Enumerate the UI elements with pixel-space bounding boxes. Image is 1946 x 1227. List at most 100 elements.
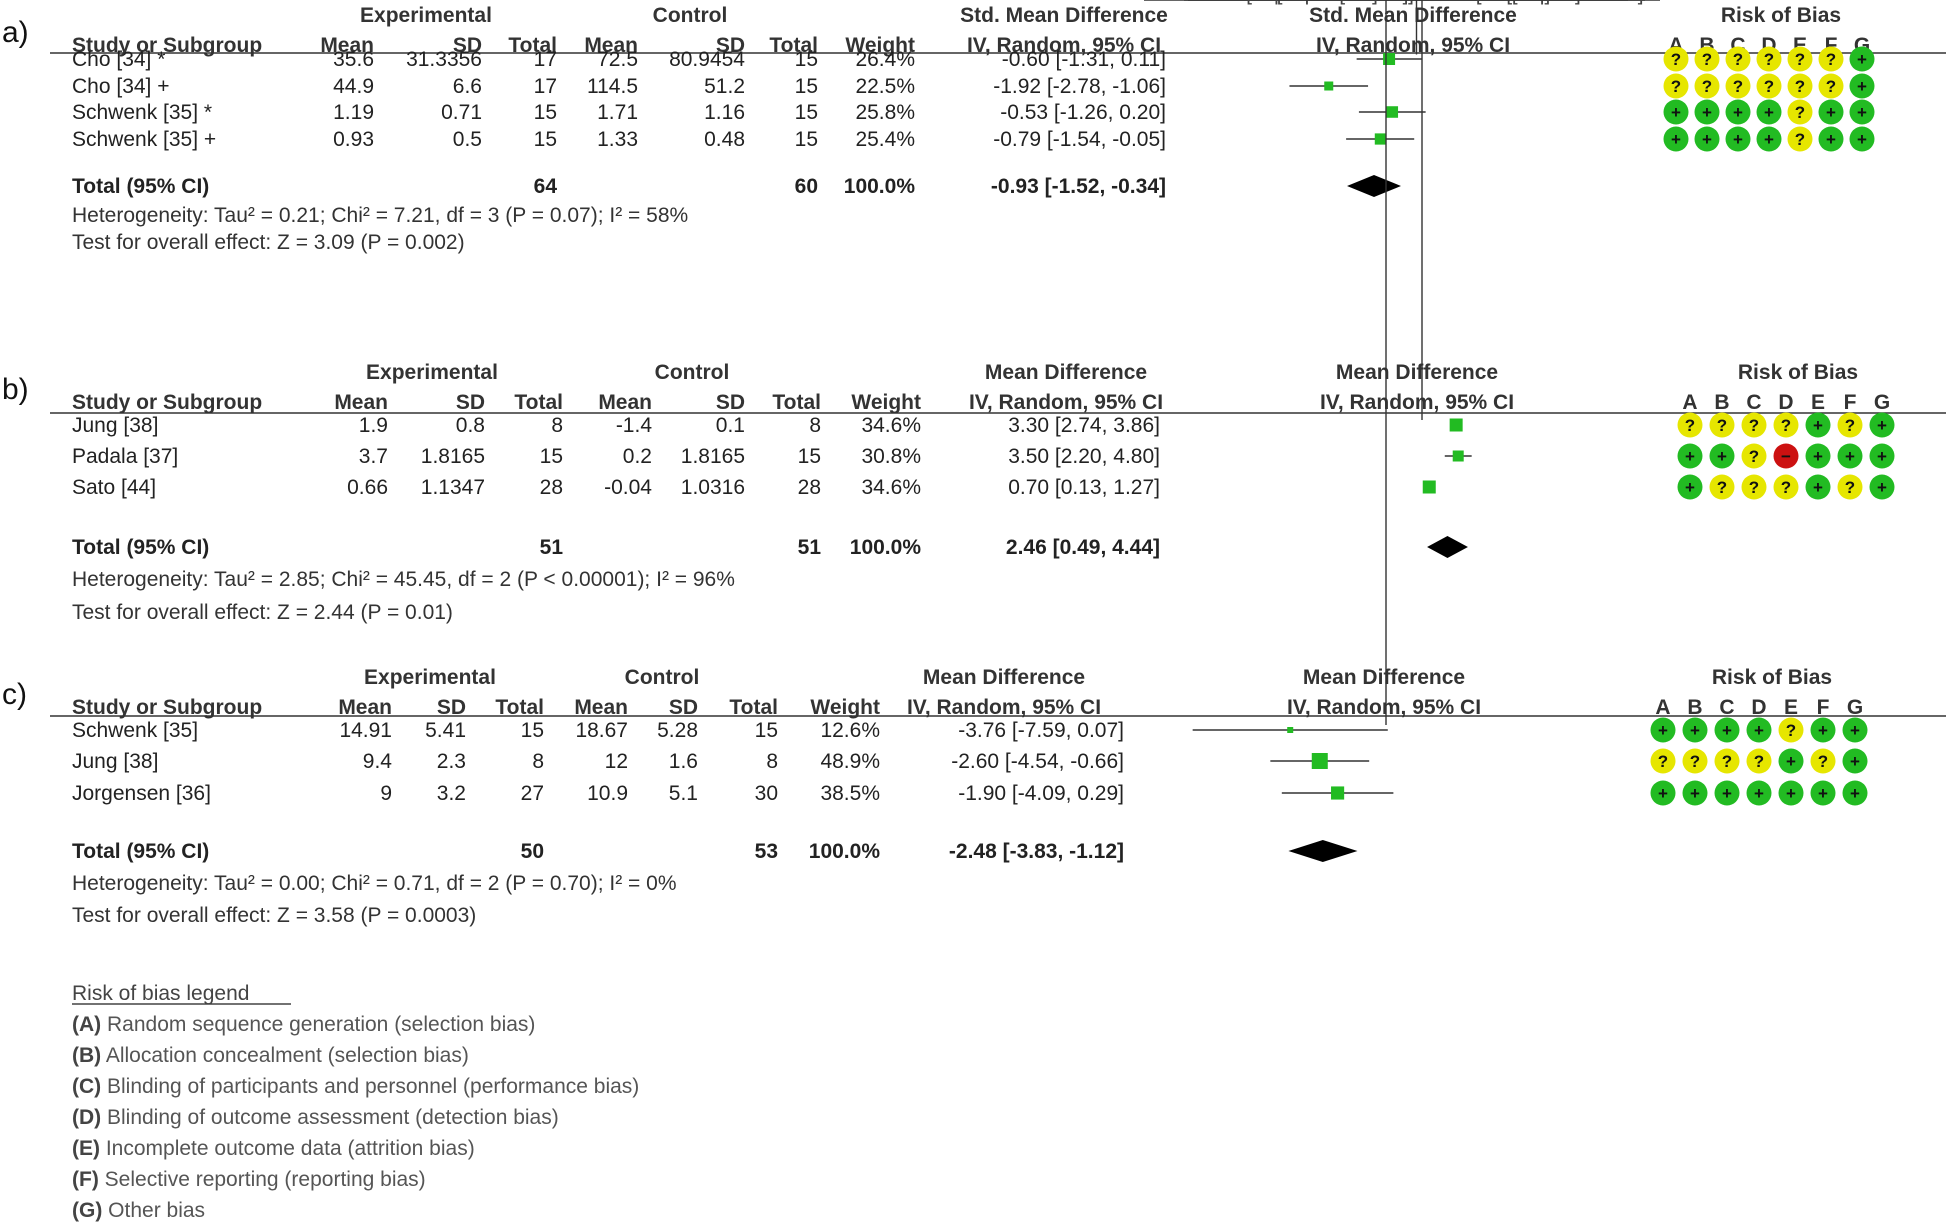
effect-header: Std. Mean Difference — [960, 4, 1168, 27]
risk-of-bias-symbol: + — [1850, 784, 1860, 803]
exp-sd-value: 1.1347 — [421, 476, 485, 499]
risk-of-bias-symbol: + — [1857, 103, 1867, 122]
risk-of-bias-symbol: ? — [1702, 77, 1712, 96]
x-tick-label: -4 — [1275, 0, 1294, 5]
ctl-sd-value: 5.28 — [657, 719, 698, 742]
risk-of-bias-symbol: ? — [1717, 478, 1727, 497]
risk-of-bias-symbol: + — [1717, 447, 1727, 466]
risk-of-bias-symbol: + — [1857, 77, 1867, 96]
risk-of-bias-circle — [1677, 412, 1703, 438]
ctl-total-value: 15 — [795, 101, 818, 124]
risk-of-bias-circle — [1818, 99, 1844, 125]
weight-value: 26.4% — [855, 48, 915, 71]
risk-of-bias-circle — [1842, 780, 1868, 806]
risk-of-bias-circle — [1805, 443, 1831, 469]
weight-header: Weight — [851, 391, 921, 414]
overall-effect-text: Test for overall effect: Z = 2.44 (P = 0… — [72, 601, 453, 624]
weight-value: 48.9% — [820, 750, 880, 773]
risk-of-bias-circle — [1818, 73, 1844, 99]
x-tick-label: 2 — [1431, 0, 1443, 5]
risk-of-bias-circle — [1709, 474, 1735, 500]
risk-of-bias-symbol: + — [1857, 130, 1867, 149]
risk-of-bias-circle — [1682, 780, 1708, 806]
risk-of-bias-circle — [1805, 474, 1831, 500]
exp-total-header: Total — [495, 696, 544, 719]
risk-of-bias-circle — [1694, 73, 1720, 99]
exp-sd-header: SD — [456, 391, 485, 414]
risk-of-bias-circle — [1869, 474, 1895, 500]
total-exp-value: 50 — [521, 840, 544, 863]
risk-of-bias-circle — [1650, 717, 1676, 743]
total-ci-value: -0.93 [-1.52, -0.34] — [991, 175, 1166, 198]
risk-of-bias-circle — [1663, 73, 1689, 99]
risk-of-bias-circle — [1709, 412, 1735, 438]
legend-item: (F) Selective reporting (reporting bias) — [72, 1168, 426, 1191]
heterogeneity-text: Heterogeneity: Tau² = 0.21; Chi² = 7.21,… — [72, 204, 688, 227]
ci-value: 3.30 [2.74, 3.86] — [1008, 414, 1160, 437]
risk-of-bias-circle — [1746, 748, 1772, 774]
risk-of-bias-circle — [1778, 780, 1804, 806]
study-name: Cho [34] * — [72, 48, 165, 71]
ctl-sd-value: 1.6 — [669, 750, 698, 773]
weight-value: 25.4% — [855, 128, 915, 151]
risk-of-bias-circle — [1810, 748, 1836, 774]
exp-sd-value: 0.71 — [441, 101, 482, 124]
control-header: Control — [625, 666, 700, 689]
plot-header: Std. Mean Difference — [1309, 4, 1517, 27]
risk-of-bias-circle — [1787, 99, 1813, 125]
exp-sd-value: 6.6 — [453, 75, 482, 98]
risk-of-bias-symbol: ? — [1749, 447, 1759, 466]
x-tick-label: -2 — [1316, 0, 1335, 5]
exp-mean-value: 35.6 — [333, 48, 374, 71]
exp-sd-value: 5.41 — [425, 719, 466, 742]
plot-subheader: IV, Random, 95% CI — [1287, 696, 1481, 719]
risk-of-bias-symbol: ? — [1764, 50, 1774, 69]
risk-of-bias-symbol: + — [1826, 130, 1836, 149]
total-label: Total (95% CI) — [72, 175, 209, 198]
ctl-sd-header: SD — [716, 34, 745, 57]
x-tick-label: 0 — [1416, 0, 1428, 5]
x-tick-label: 0 — [1380, 0, 1392, 5]
legend-item: (D) Blinding of outcome assessment (dete… — [72, 1106, 559, 1129]
ctl-mean-value: 0.2 — [623, 445, 652, 468]
risk-of-bias-circle — [1714, 748, 1740, 774]
effect-header: Mean Difference — [923, 666, 1085, 689]
study-name: Padala [37] — [72, 445, 178, 468]
risk-of-bias-circle — [1677, 474, 1703, 500]
rob-letter: G — [1874, 391, 1890, 414]
risk-of-bias-symbol: + — [1754, 721, 1764, 740]
risk-of-bias-symbol: ? — [1722, 752, 1732, 771]
risk-of-bias-symbol: ? — [1795, 77, 1805, 96]
risk-of-bias-circle — [1869, 412, 1895, 438]
exp-sd-header: SD — [437, 696, 466, 719]
risk-of-bias-circle — [1709, 443, 1735, 469]
exp-total-value: 15 — [534, 101, 557, 124]
x-tick-label: 10 — [1514, 0, 1537, 5]
exp-sd-value: 1.8165 — [421, 445, 485, 468]
ci-value: -1.92 [-2.78, -1.06] — [993, 75, 1166, 98]
risk-of-bias-symbol: ? — [1764, 77, 1774, 96]
panel-label: b) — [2, 373, 29, 406]
ci-value: -0.60 [-1.31, 0.11] — [1002, 48, 1166, 71]
ctl-sd-value: 1.8165 — [681, 445, 745, 468]
risk-of-bias-symbol: ? — [1658, 752, 1668, 771]
study-name: Schwenk [35] * — [72, 101, 212, 124]
study-column-header: Study or Subgroup — [72, 34, 262, 57]
pooled-effect-diamond — [1427, 536, 1468, 558]
risk-of-bias-symbol: ? — [1845, 416, 1855, 435]
exp-mean-value: 0.66 — [347, 476, 388, 499]
favours-right-label: Favours [control] — [1425, 0, 1581, 5]
ci-value: -0.53 [-1.26, 0.20] — [1000, 101, 1166, 124]
risk-of-bias-circle — [1818, 126, 1844, 152]
rob-letter: G — [1847, 696, 1863, 719]
weight-value: 38.5% — [820, 782, 880, 805]
risk-of-bias-symbol: ? — [1781, 478, 1791, 497]
exp-total-header: Total — [514, 391, 563, 414]
ctl-sd-value: 1.16 — [704, 101, 745, 124]
ctl-sd-value: 5.1 — [669, 782, 698, 805]
risk-of-bias-symbol: ? — [1786, 721, 1796, 740]
exp-total-value: 15 — [540, 445, 563, 468]
weight-value: 22.5% — [855, 75, 915, 98]
risk-of-bias-circle — [1663, 126, 1689, 152]
risk-of-bias-symbol: + — [1722, 784, 1732, 803]
